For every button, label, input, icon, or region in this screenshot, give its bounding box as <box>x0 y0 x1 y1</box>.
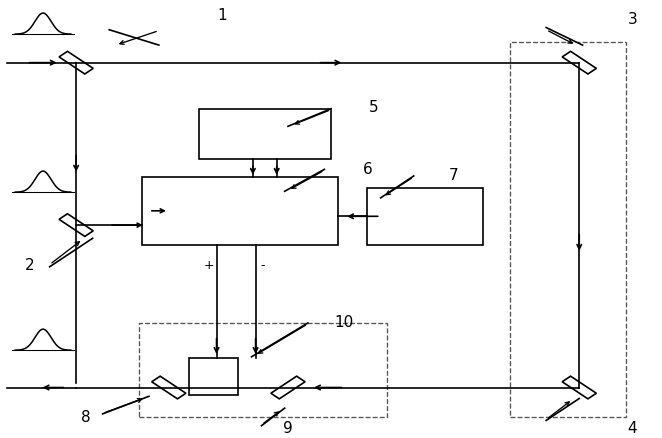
Bar <box>139 323 387 417</box>
Text: 4: 4 <box>628 420 637 434</box>
Polygon shape <box>562 376 596 399</box>
Text: 6: 6 <box>363 161 372 176</box>
Text: 7: 7 <box>449 168 458 183</box>
Bar <box>189 358 238 395</box>
Text: -: - <box>260 258 264 272</box>
Polygon shape <box>562 52 596 75</box>
Text: 8: 8 <box>81 410 91 424</box>
Text: 2: 2 <box>25 258 34 272</box>
Text: 9: 9 <box>283 420 293 434</box>
Polygon shape <box>271 376 305 399</box>
Text: 5: 5 <box>369 100 379 115</box>
Text: +: + <box>203 258 214 272</box>
Bar <box>510 42 626 417</box>
Bar <box>142 177 338 245</box>
Text: 10: 10 <box>334 314 354 329</box>
Bar <box>367 188 483 245</box>
Polygon shape <box>152 376 186 399</box>
Polygon shape <box>59 214 93 237</box>
Polygon shape <box>59 52 93 75</box>
Text: 3: 3 <box>628 12 637 27</box>
Text: 1: 1 <box>217 8 226 23</box>
Bar <box>199 110 331 160</box>
